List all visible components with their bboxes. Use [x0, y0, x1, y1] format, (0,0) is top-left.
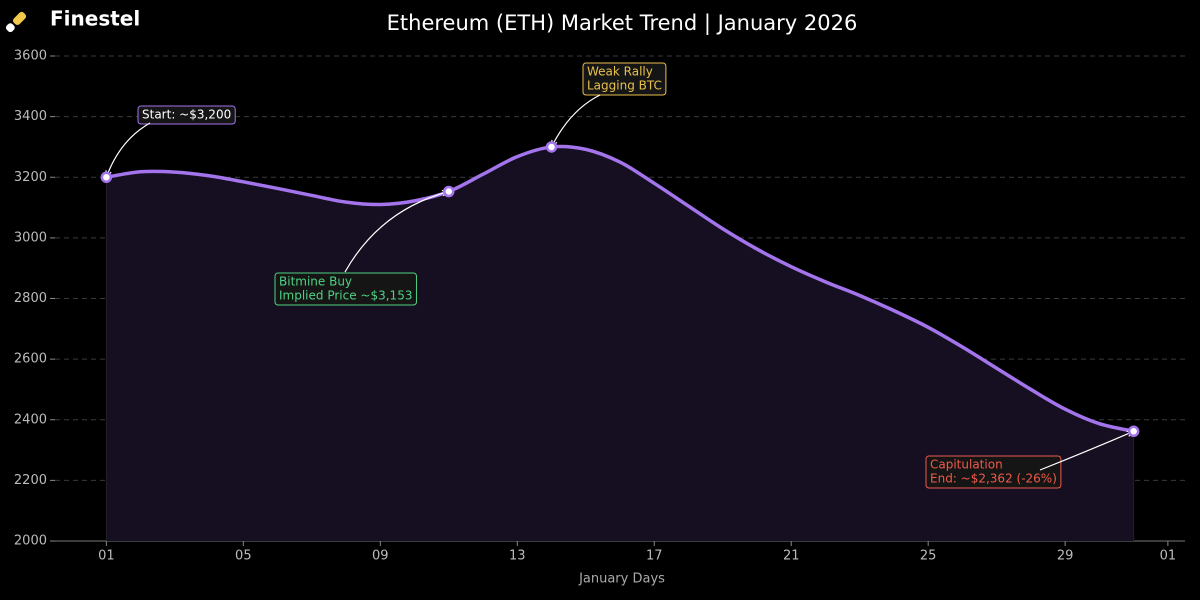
x-tick-label: 17 [646, 549, 663, 564]
annotation-text: Capitulation [930, 458, 1003, 472]
annotation-text: Lagging BTC [587, 79, 662, 93]
y-tick-label: 2000 [14, 534, 47, 549]
annotation-box [925, 455, 1062, 489]
annotation-box [137, 105, 236, 125]
x-tick-label: 13 [509, 549, 526, 564]
y-tick-label: 3200 [14, 170, 47, 185]
y-tick-label: 2200 [14, 473, 47, 488]
annotation-point [545, 141, 558, 153]
y-tick-label: 3000 [14, 230, 47, 245]
annotation-text: Start: ~$3,200 [142, 108, 231, 122]
annotation-box [582, 62, 667, 96]
annotation-box [274, 272, 417, 306]
x-tick-label: 01 [1160, 549, 1177, 564]
annotation-point [443, 185, 455, 198]
x-tick-label: 05 [235, 549, 252, 564]
x-tick-label: 09 [372, 549, 389, 564]
x-tick-label: 21 [783, 549, 800, 564]
annotation-text: End: ~$2,362 (-26%) [930, 472, 1057, 486]
x-tick-label: 01 [98, 549, 115, 564]
annotation-point [1127, 425, 1140, 438]
x-tick-label: 29 [1057, 549, 1074, 564]
annotation-text: Implied Price ~$3,153 [279, 289, 412, 303]
brand: Finestel [50, 7, 140, 31]
price-line [106, 144, 1135, 433]
annotation-text: Weak Rally [587, 65, 653, 79]
annotation-arrow [344, 190, 449, 273]
annotation-arrow [105, 122, 151, 178]
y-tick-label: 3400 [14, 109, 47, 124]
annotation-point [100, 171, 113, 183]
y-tick-label: 3600 [14, 49, 47, 64]
annotation: Start: ~$3,200 [105, 105, 236, 178]
y-tick-label: 2600 [14, 352, 47, 367]
x-axis-label: January Days [578, 572, 665, 587]
chart-title: Ethereum (ETH) Market Trend | January 20… [387, 11, 858, 36]
x-tick-label: 25 [920, 549, 937, 564]
annotation-text: Bitmine Buy [279, 275, 352, 289]
y-tick-label: 2800 [14, 291, 47, 306]
annotation-arrow [1039, 430, 1134, 471]
logo-icon [5, 11, 27, 33]
y-tick-label: 2400 [14, 412, 47, 427]
annotation-arrow [550, 94, 601, 148]
logo: Finestel [5, 7, 140, 33]
